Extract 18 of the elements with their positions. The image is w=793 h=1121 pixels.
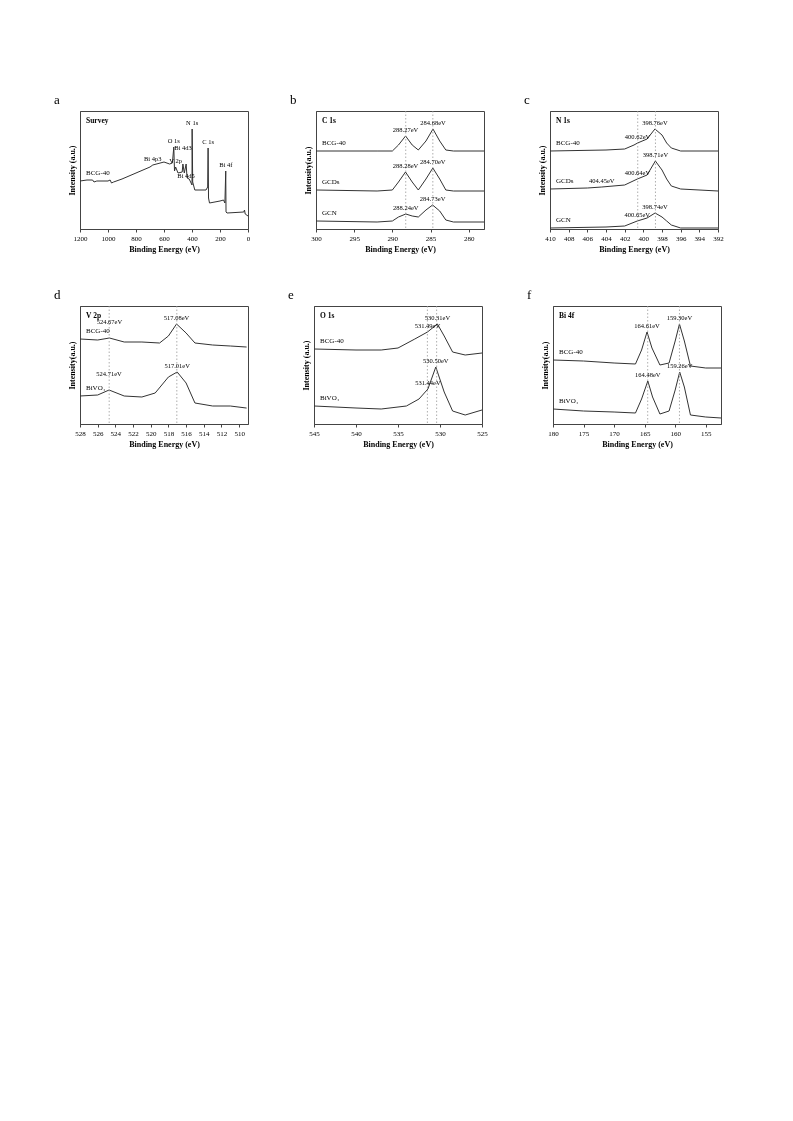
chart-title: d [54, 287, 61, 302]
y-axis-title: Intensity(a.u.) [540, 341, 550, 390]
x-axis-title: Binding Energy (eV) [602, 439, 674, 449]
y-axis-title: Intensity (a.u.) [537, 145, 547, 196]
x-axis-title: Binding Energy (eV) [129, 244, 201, 254]
chart-title: c [524, 92, 530, 107]
x-axis-title: Binding Energy (eV) [129, 439, 201, 449]
x-axis-title: Binding Energy (eV) [363, 439, 435, 449]
y-axis-title: Intensity(a.u.) [303, 146, 313, 195]
y-axis-title: Intensity (a.u.) [301, 340, 311, 391]
x-axis-title: Binding Energy (eV) [599, 244, 671, 254]
x-axis-title: Binding Energy (eV) [365, 244, 437, 254]
y-axis-title: Intensity (a.u.) [67, 145, 77, 196]
chart-title: f [527, 287, 532, 302]
y-axis-title: Intensity(a.u.) [67, 341, 77, 390]
chart-title: e [288, 287, 294, 302]
chart-title: b [290, 92, 297, 107]
chart-title: a [54, 92, 60, 107]
